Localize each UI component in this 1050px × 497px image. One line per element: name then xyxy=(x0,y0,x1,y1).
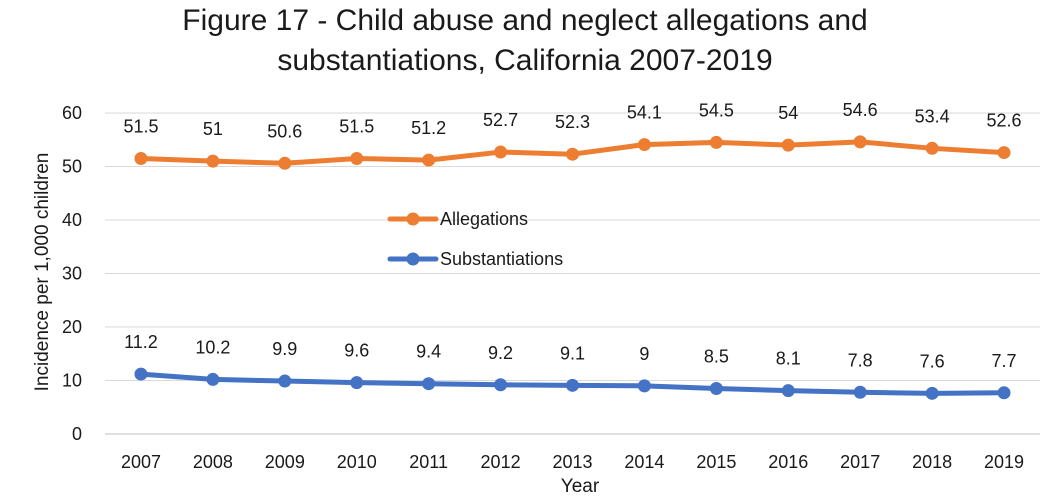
data-point xyxy=(925,386,939,400)
gridlines xyxy=(105,112,1040,435)
series-substantiations: 11.2 10.2 9.9 9.6 9.4 9.2 9.1 9 8.5 8.1 7.8 7.6 7.7 xyxy=(124,332,1017,400)
data-point xyxy=(206,154,220,168)
y-tick-label: 10 xyxy=(62,371,82,391)
data-point xyxy=(853,135,867,149)
data-label: 51.5 xyxy=(123,116,158,136)
data-label: 7.8 xyxy=(848,350,873,370)
data-point xyxy=(566,147,579,161)
series-allegations: 51.5 51 50.6 51.5 51.2 52.7 52.3 54.1 54.5 54 54.6… xyxy=(123,100,1022,170)
data-label: 10.2 xyxy=(195,337,230,357)
x-axis-title: Year xyxy=(561,476,600,497)
data-point xyxy=(350,376,364,390)
x-tick-label: 2011 xyxy=(409,452,448,472)
data-point xyxy=(997,146,1011,160)
data-label: 54 xyxy=(778,103,798,123)
x-tick-label: 2015 xyxy=(696,452,736,472)
legend-label: Substantiations xyxy=(440,249,563,269)
data-point xyxy=(637,379,651,393)
data-label: 7.7 xyxy=(992,351,1017,371)
data-label: 8.5 xyxy=(704,347,729,367)
chart-title-line-2: substantiations, California 2007-2019 xyxy=(277,44,773,77)
data-point xyxy=(853,385,867,399)
data-point xyxy=(781,384,795,398)
data-label: 50.6 xyxy=(267,121,302,141)
data-label: 51.2 xyxy=(411,118,446,138)
x-tick-label: 2016 xyxy=(768,452,808,472)
legend-swatch-marker xyxy=(406,212,420,226)
x-tick-label: 2014 xyxy=(624,452,664,472)
x-tick-label: 2012 xyxy=(481,452,521,472)
data-point xyxy=(134,151,148,165)
data-label: 9.4 xyxy=(416,342,441,362)
x-axis-ticks: 2007 2008 2009 2010 2011 2012 2013 2014 2015 2016… xyxy=(121,452,1024,472)
data-label: 9.2 xyxy=(488,343,513,363)
data-point xyxy=(134,367,148,381)
x-tick-label: 2019 xyxy=(984,452,1024,472)
x-tick-label: 2018 xyxy=(912,452,952,472)
chart-title-line-1: Figure 17 - Child abuse and neglect alle… xyxy=(182,4,868,37)
data-point xyxy=(637,138,651,152)
y-tick-label: 20 xyxy=(62,317,82,337)
data-label: 54.5 xyxy=(699,100,734,120)
data-point xyxy=(494,378,508,392)
data-label: 7.6 xyxy=(920,351,945,371)
data-label: 53.4 xyxy=(915,106,950,126)
data-label: 51 xyxy=(203,119,223,139)
data-label: 11.2 xyxy=(124,332,158,352)
data-point xyxy=(350,151,364,165)
data-label: 52.3 xyxy=(555,112,590,132)
legend-item-substantiations: Substantiations xyxy=(387,249,563,269)
data-label: 52.6 xyxy=(987,111,1022,131)
y-tick-label: 0 xyxy=(72,424,82,444)
legend-swatch-marker xyxy=(406,252,420,266)
data-label: 51.5 xyxy=(339,116,374,136)
data-point xyxy=(997,386,1011,400)
x-tick-label: 2017 xyxy=(840,452,880,472)
data-point xyxy=(206,372,220,386)
legend-item-allegations: Allegations xyxy=(387,209,528,229)
data-point xyxy=(422,377,436,391)
y-axis-ticks: 0 10 20 30 40 50 60 xyxy=(62,103,82,444)
y-tick-label: 50 xyxy=(62,157,82,177)
data-label: 52.7 xyxy=(483,110,518,130)
data-point xyxy=(709,135,723,149)
x-tick-label: 2009 xyxy=(265,452,305,472)
legend-label: Allegations xyxy=(440,209,528,229)
y-tick-label: 40 xyxy=(62,210,82,230)
data-point xyxy=(566,378,579,392)
data-label: 54.1 xyxy=(627,103,662,123)
legend: Allegations Substantiations xyxy=(387,209,563,269)
data-label: 54.6 xyxy=(843,100,878,120)
x-tick-label: 2008 xyxy=(193,452,233,472)
y-tick-label: 30 xyxy=(62,264,82,284)
data-label: 8.1 xyxy=(776,349,801,369)
data-point xyxy=(494,145,508,159)
series-group: 51.5 51 50.6 51.5 51.2 52.7 52.3 54.1 54.5 54 54.6… xyxy=(123,100,1022,400)
data-label: 9.1 xyxy=(560,343,585,363)
data-label: 9.9 xyxy=(272,339,297,359)
y-tick-label: 60 xyxy=(62,103,82,123)
data-point xyxy=(781,138,795,152)
data-point xyxy=(278,374,292,388)
x-tick-label: 2010 xyxy=(337,452,377,472)
x-tick-label: 2013 xyxy=(552,452,592,472)
data-label: 9.6 xyxy=(344,341,369,361)
data-point xyxy=(278,156,292,170)
y-axis-title: Incidence per 1,000 children xyxy=(32,153,53,392)
data-point xyxy=(422,153,436,167)
data-point xyxy=(709,382,723,396)
x-tick-label: 2007 xyxy=(121,452,161,472)
data-label: 9 xyxy=(639,344,649,364)
data-point xyxy=(925,141,939,155)
